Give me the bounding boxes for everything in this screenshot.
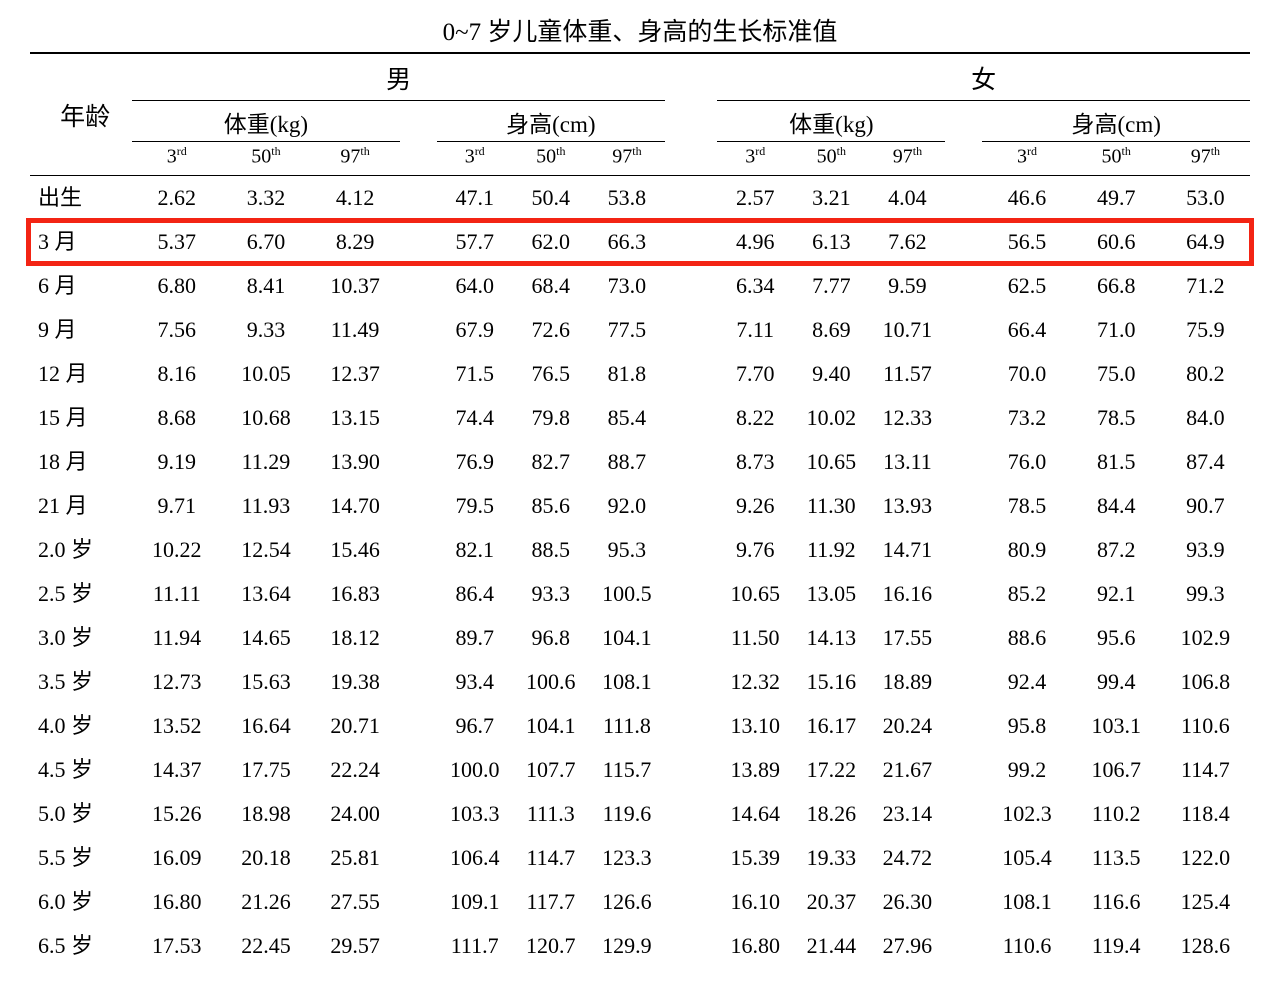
table-row: 12 月8.1610.0512.3771.576.581.87.709.4011… — [30, 352, 1250, 396]
table-row: 5.0 岁15.2618.9824.00103.3111.3119.614.64… — [30, 792, 1250, 836]
table-row: 3.0 岁11.9414.6518.1289.796.8104.111.5014… — [30, 616, 1250, 660]
table-row: 6 月6.808.4110.3764.068.473.06.347.779.59… — [30, 264, 1250, 308]
metric-female-height: 身高(cm) — [982, 101, 1250, 142]
percentile-header: 3rd — [717, 142, 793, 176]
percentile-header: 50th — [1072, 142, 1161, 176]
table-row: 2.0 岁10.2212.5415.4682.188.595.39.7611.9… — [30, 528, 1250, 572]
gender-male-header: 男 — [132, 53, 665, 101]
table-row: 4.5 岁14.3717.7522.24100.0107.7115.713.89… — [30, 748, 1250, 792]
table-row: 15 月8.6810.6813.1574.479.885.48.2210.021… — [30, 396, 1250, 440]
table-row: 6.0 岁16.8021.2627.55109.1117.7126.616.10… — [30, 880, 1250, 924]
table-row: 3.5 岁12.7315.6319.3893.4100.6108.112.321… — [30, 660, 1250, 704]
percentile-header: 50th — [513, 142, 589, 176]
table-row: 9 月7.569.3311.4967.972.677.57.118.6910.7… — [30, 308, 1250, 352]
metric-male-height: 身高(cm) — [437, 101, 665, 142]
growth-standards-table: 0~7 岁儿童体重、身高的生长标准值 年龄 男 女 体重(kg) 身高(cm) … — [30, 12, 1250, 968]
percentile-header: 3rd — [132, 142, 221, 176]
table-row: 3 月5.376.708.2957.762.066.34.966.137.625… — [30, 220, 1250, 264]
percentile-header: 97th — [869, 142, 945, 176]
table-row: 18 月9.1911.2913.9076.982.788.78.7310.651… — [30, 440, 1250, 484]
table-row: 4.0 岁13.5216.6420.7196.7104.1111.813.101… — [30, 704, 1250, 748]
table-row: 出生2.623.324.1247.150.453.82.573.214.0446… — [30, 175, 1250, 220]
metric-female-weight: 体重(kg) — [717, 101, 945, 142]
metric-male-weight: 体重(kg) — [132, 101, 399, 142]
table-title: 0~7 岁儿童体重、身高的生长标准值 — [30, 12, 1250, 53]
percentile-header: 97th — [589, 142, 665, 176]
growth-standards-table-container: 0~7 岁儿童体重、身高的生长标准值 年龄 男 女 体重(kg) 身高(cm) … — [30, 12, 1250, 968]
table-row: 6.5 岁17.5322.4529.57111.7120.7129.916.80… — [30, 924, 1250, 968]
percentile-header: 97th — [1161, 142, 1250, 176]
table-row: 5.5 岁16.0920.1825.81106.4114.7123.315.39… — [30, 836, 1250, 880]
table-row: 2.5 岁11.1113.6416.8386.493.3100.510.6513… — [30, 572, 1250, 616]
table-row: 21 月9.7111.9314.7079.585.692.09.2611.301… — [30, 484, 1250, 528]
percentile-header: 3rd — [437, 142, 513, 176]
age-header: 年龄 — [30, 53, 132, 175]
percentile-header: 3rd — [982, 142, 1071, 176]
percentile-header: 97th — [311, 142, 400, 176]
gender-female-header: 女 — [717, 53, 1250, 101]
percentile-header: 50th — [221, 142, 310, 176]
percentile-header: 50th — [793, 142, 869, 176]
